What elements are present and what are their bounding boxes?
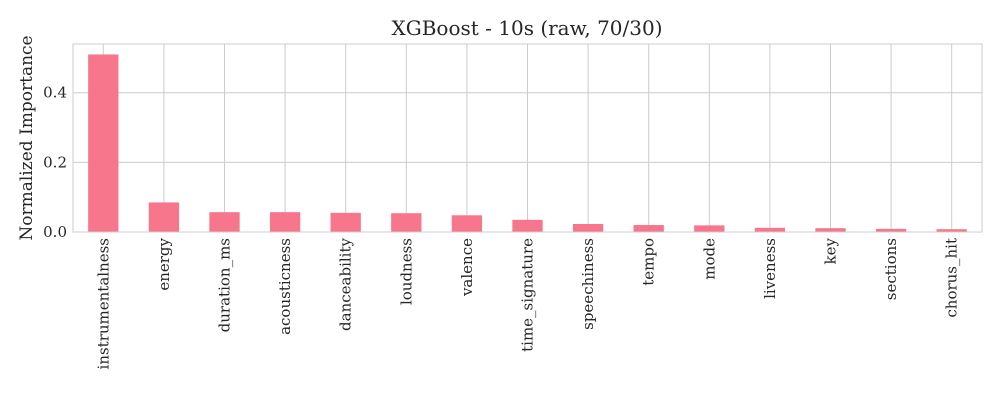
y-tick-labels: 0.0 0.2 0.4	[43, 84, 67, 241]
x-tick-label: loudness	[397, 238, 415, 305]
x-tick-label: valence	[458, 238, 476, 297]
x-tick-label: key	[822, 237, 840, 264]
bar-speechiness	[572, 223, 604, 232]
x-tick-label: danceability	[337, 237, 355, 330]
x-tick-label: sections	[882, 238, 900, 300]
bar-mode	[694, 225, 725, 232]
y-tick-label: 0.2	[43, 153, 67, 171]
y-axis-label: Normalized Importance	[17, 35, 37, 240]
plot-frame	[72, 43, 983, 233]
chart-title: XGBoost - 10s (raw, 70/30)	[391, 16, 662, 40]
grid-layer	[73, 44, 982, 233]
bar-danceability	[330, 212, 361, 232]
bar-key	[815, 228, 846, 232]
bar-time-signature	[512, 219, 543, 232]
bars-layer	[88, 54, 967, 232]
x-tick-labels: instrumentalness energy duration_ms acousti…	[94, 237, 960, 369]
bar-duration-ms	[209, 212, 240, 232]
bar-acousticness	[269, 212, 301, 232]
bar-chorus-hit	[936, 229, 967, 232]
bar-sections	[875, 228, 907, 232]
x-tick-label: duration_ms	[216, 238, 234, 332]
bar-loudness	[391, 213, 422, 232]
bar-valence	[451, 215, 483, 232]
bar-tempo	[633, 225, 664, 232]
x-tick-label: time_signature	[519, 238, 537, 352]
x-tick-label: chorus_hit	[943, 238, 961, 318]
y-tick-label: 0.0	[43, 223, 67, 241]
y-tick-label: 0.4	[43, 84, 67, 102]
bar-liveness	[754, 227, 786, 232]
x-tick-label: instrumentalness	[94, 238, 112, 369]
x-tick-label: energy	[155, 237, 173, 290]
x-tick-label: liveness	[761, 238, 779, 299]
x-tick-label: mode	[700, 238, 718, 280]
x-tick-label: acousticness	[276, 238, 294, 335]
bar-instrumentalness	[88, 54, 119, 232]
bar-energy	[148, 202, 180, 232]
x-tick-label: tempo	[640, 238, 658, 286]
x-tick-label: speechiness	[579, 238, 597, 330]
